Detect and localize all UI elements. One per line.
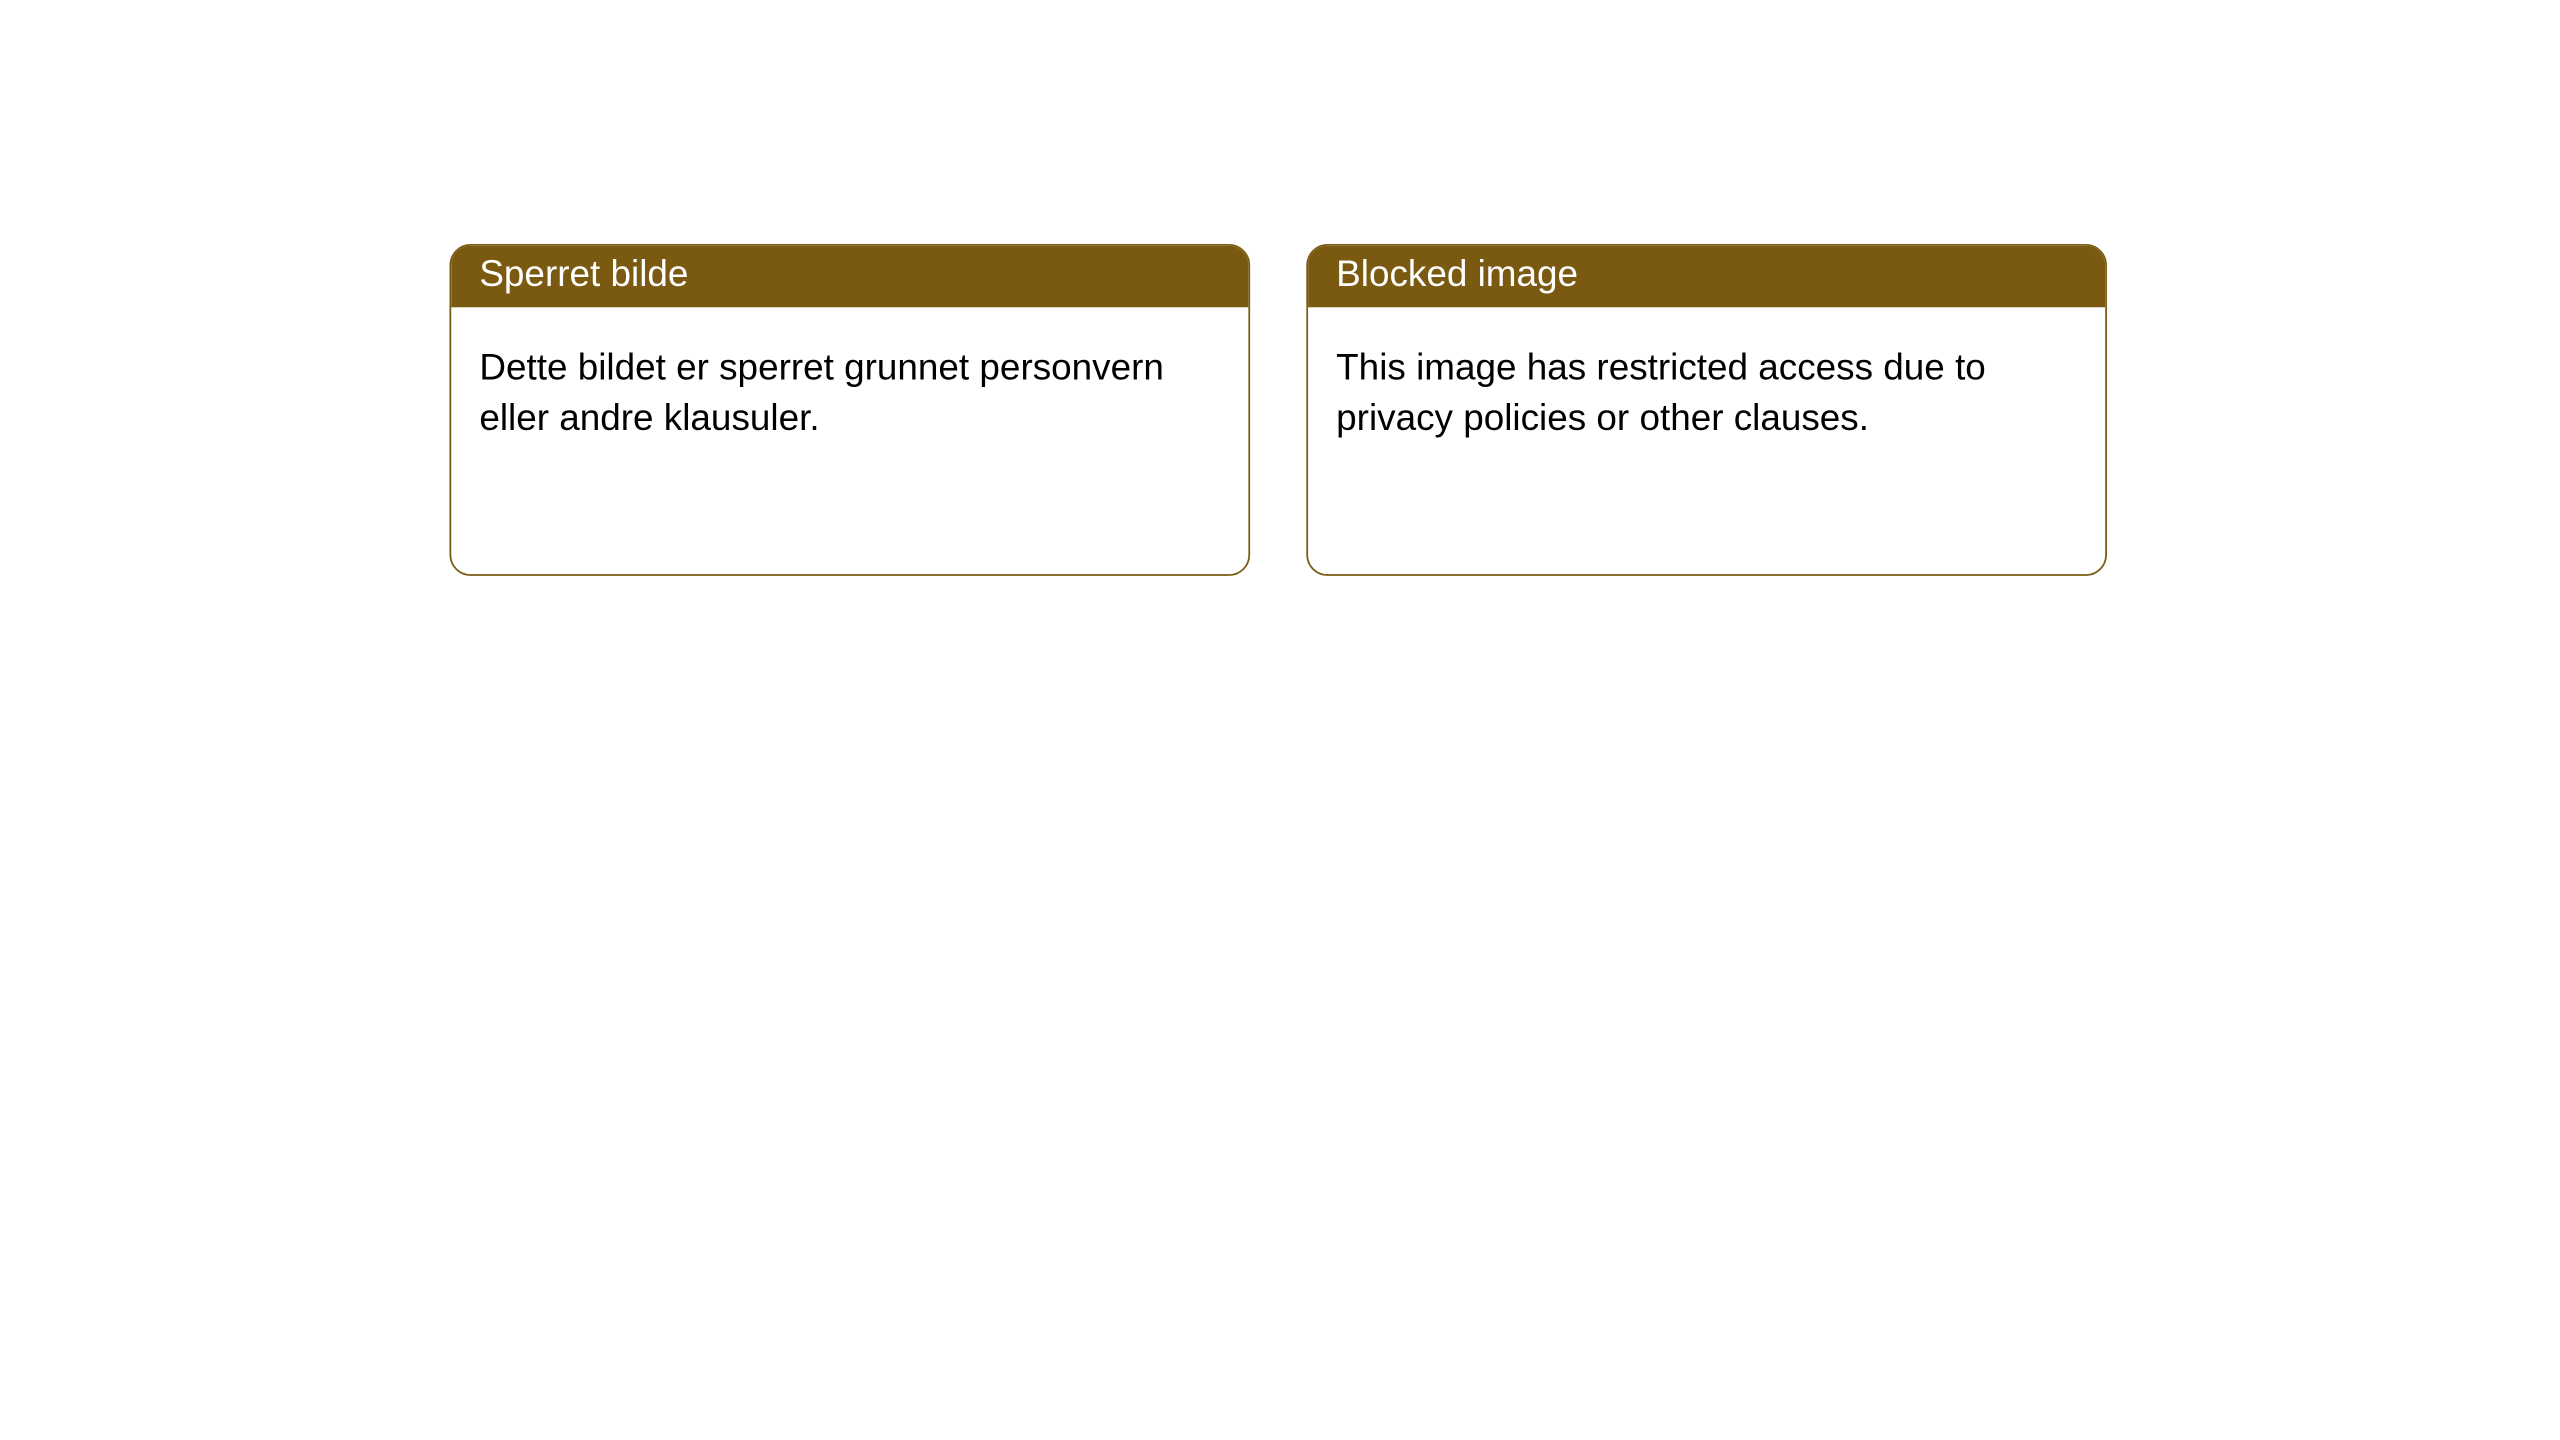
- notice-body: Dette bildet er sperret grunnet personve…: [451, 307, 1248, 473]
- notice-body: This image has restricted access due to …: [1308, 307, 2105, 473]
- notice-card-norwegian: Sperret bilde Dette bildet er sperret gr…: [449, 244, 1250, 576]
- page-stage: Sperret bilde Dette bildet er sperret gr…: [0, 0, 2560, 1440]
- notice-header: Sperret bilde: [451, 246, 1248, 307]
- notice-header: Blocked image: [1308, 246, 2105, 307]
- notice-container: Sperret bilde Dette bildet er sperret gr…: [449, 244, 2106, 576]
- notice-card-english: Blocked image This image has restricted …: [1306, 244, 2107, 576]
